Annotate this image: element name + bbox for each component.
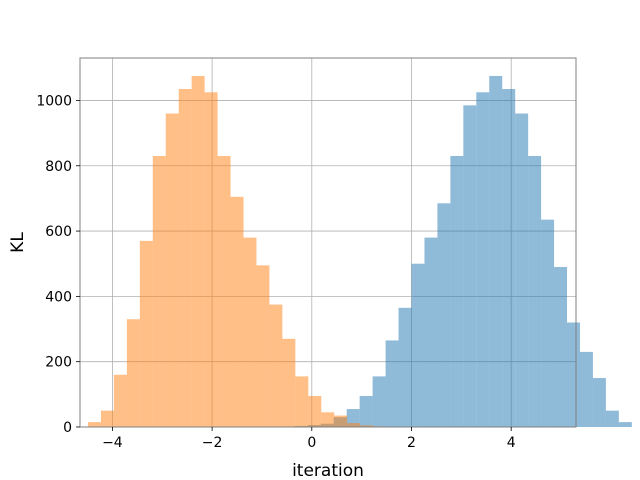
- histogram-bar: [372, 376, 386, 427]
- series-blue-bars: [281, 75, 632, 428]
- x-tick-label: 0: [307, 435, 316, 451]
- histogram-bar: [243, 237, 257, 427]
- y-tick-label: 200: [45, 355, 72, 371]
- histogram-bar: [295, 376, 309, 427]
- y-tick-label: 1000: [36, 93, 72, 109]
- histogram-bar: [359, 395, 373, 427]
- histogram-bar: [450, 155, 464, 427]
- histogram-bar: [191, 75, 205, 427]
- histogram-bar: [113, 374, 127, 427]
- histogram-bar: [256, 265, 270, 427]
- histogram-bar: [360, 425, 374, 427]
- histogram-bar: [126, 319, 140, 427]
- histogram-bar: [217, 155, 231, 427]
- histogram-bar: [528, 155, 542, 427]
- y-axis-ticks: 0 200 400 600 800 1000: [36, 93, 80, 436]
- histogram-bar: [437, 203, 451, 427]
- histogram-bar: [282, 338, 296, 427]
- x-tick-label: −2: [202, 435, 223, 451]
- histogram-bar: [321, 412, 335, 427]
- histogram-bar: [618, 422, 632, 427]
- series-orange-bars: [87, 75, 400, 428]
- histogram-bar: [230, 196, 244, 427]
- histogram-bar: [204, 92, 218, 428]
- histogram-bar: [502, 89, 516, 427]
- histogram-bar: [554, 266, 568, 427]
- histogram-bar: [605, 410, 619, 427]
- histogram-bar: [398, 307, 412, 427]
- plot-frame: [79, 57, 577, 428]
- histogram-bar: [489, 75, 503, 427]
- x-tick-label: 2: [407, 435, 416, 451]
- histogram-bar: [165, 113, 179, 427]
- x-tick-label: −4: [102, 435, 123, 451]
- x-tick-label: 4: [507, 435, 516, 451]
- y-tick-label: 400: [45, 289, 72, 305]
- histogram-bar: [100, 410, 114, 427]
- histogram-bar: [515, 113, 529, 427]
- histogram-bar: [178, 89, 192, 427]
- y-axis-label: KL: [8, 232, 28, 253]
- x-axis-ticks: −4 −2 0 2 4: [102, 427, 516, 451]
- histogram-bar: [579, 351, 593, 427]
- histogram-bar: [424, 237, 438, 427]
- histogram-bar: [592, 378, 606, 427]
- histogram-bar: [139, 240, 153, 427]
- histogram-bar: [308, 395, 322, 427]
- histogram-bar: [334, 415, 348, 427]
- y-tick-label: 600: [45, 224, 72, 240]
- histogram-bar: [269, 304, 283, 427]
- histogram-bar: [411, 263, 425, 427]
- y-tick-label: 800: [45, 159, 72, 175]
- histogram-bar: [87, 422, 101, 427]
- histogram-bar: [567, 322, 580, 427]
- histogram-bar: [385, 340, 399, 427]
- histogram-bar: [152, 155, 166, 427]
- histogram-bar: [476, 92, 490, 428]
- histogram-bar: [346, 409, 360, 427]
- x-axis-label: iteration: [292, 461, 364, 480]
- histogram-bar: [541, 219, 555, 427]
- histogram-bar: [347, 423, 361, 427]
- histogram-bar: [463, 105, 477, 428]
- y-tick-label: 0: [63, 420, 72, 436]
